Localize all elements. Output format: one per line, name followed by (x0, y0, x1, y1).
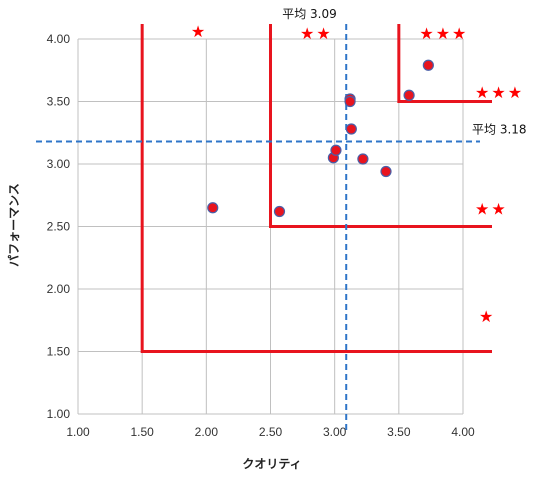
star-rating-3: ★★★ (475, 83, 524, 102)
average-lines: 平均 3.09 平均 3.18 (36, 7, 527, 432)
data-point-6 (345, 123, 357, 135)
average-y-label: 平均 3.18 (472, 123, 527, 137)
star-rating-0: ★ (191, 22, 207, 41)
y-tick-label-6: 4.00 (47, 32, 71, 46)
y-tick-label-5: 3.50 (47, 95, 71, 109)
threshold-line-2 (397, 24, 492, 103)
y-tick-label-0: 1.00 (47, 407, 71, 421)
x-tick-label-1: 1.50 (130, 425, 154, 439)
x-axis-title: クオリティ (242, 457, 301, 471)
tick-labels: 1.00 1.50 2.00 2.50 3.00 3.50 4.00 1.00 1.50 2.00… (47, 32, 475, 439)
y-axis-title: パフォーマンス (7, 183, 21, 267)
data-point-3 (330, 144, 342, 156)
star-ratings: ★ ★★ ★★★★★★★★★ (191, 22, 524, 326)
y-tick-label-4: 3.00 (47, 157, 71, 171)
threshold-line-0 (140, 24, 492, 353)
data-point-7 (357, 153, 369, 165)
data-point-10 (422, 59, 434, 71)
data-point-0 (207, 202, 219, 214)
x-tick-label-5: 3.50 (387, 425, 411, 439)
threshold-lines (140, 24, 492, 353)
data-point-1 (273, 205, 286, 218)
data-point-5 (344, 95, 356, 108)
data-points (207, 59, 434, 218)
star-rating-5: ★ (479, 307, 495, 326)
x-tick-label-6: 4.00 (451, 425, 475, 439)
star-rating-2: ★★★ (419, 24, 468, 43)
star-rating-1: ★★ (300, 24, 333, 43)
x-tick-label-4: 3.00 (323, 425, 347, 439)
y-tick-label-1: 1.50 (47, 345, 71, 359)
average-x-label: 平均 3.09 (282, 7, 337, 21)
x-tick-label-0: 1.00 (66, 425, 90, 439)
star-rating-4: ★★ (475, 199, 508, 218)
data-point-8 (380, 165, 392, 178)
x-tick-label-2: 2.00 (195, 425, 219, 439)
data-point-9 (403, 89, 415, 101)
y-tick-label-3: 2.50 (47, 220, 71, 234)
y-tick-label-2: 2.00 (47, 282, 71, 296)
threshold-line-1 (269, 24, 492, 228)
x-tick-label-3: 2.50 (259, 425, 283, 439)
